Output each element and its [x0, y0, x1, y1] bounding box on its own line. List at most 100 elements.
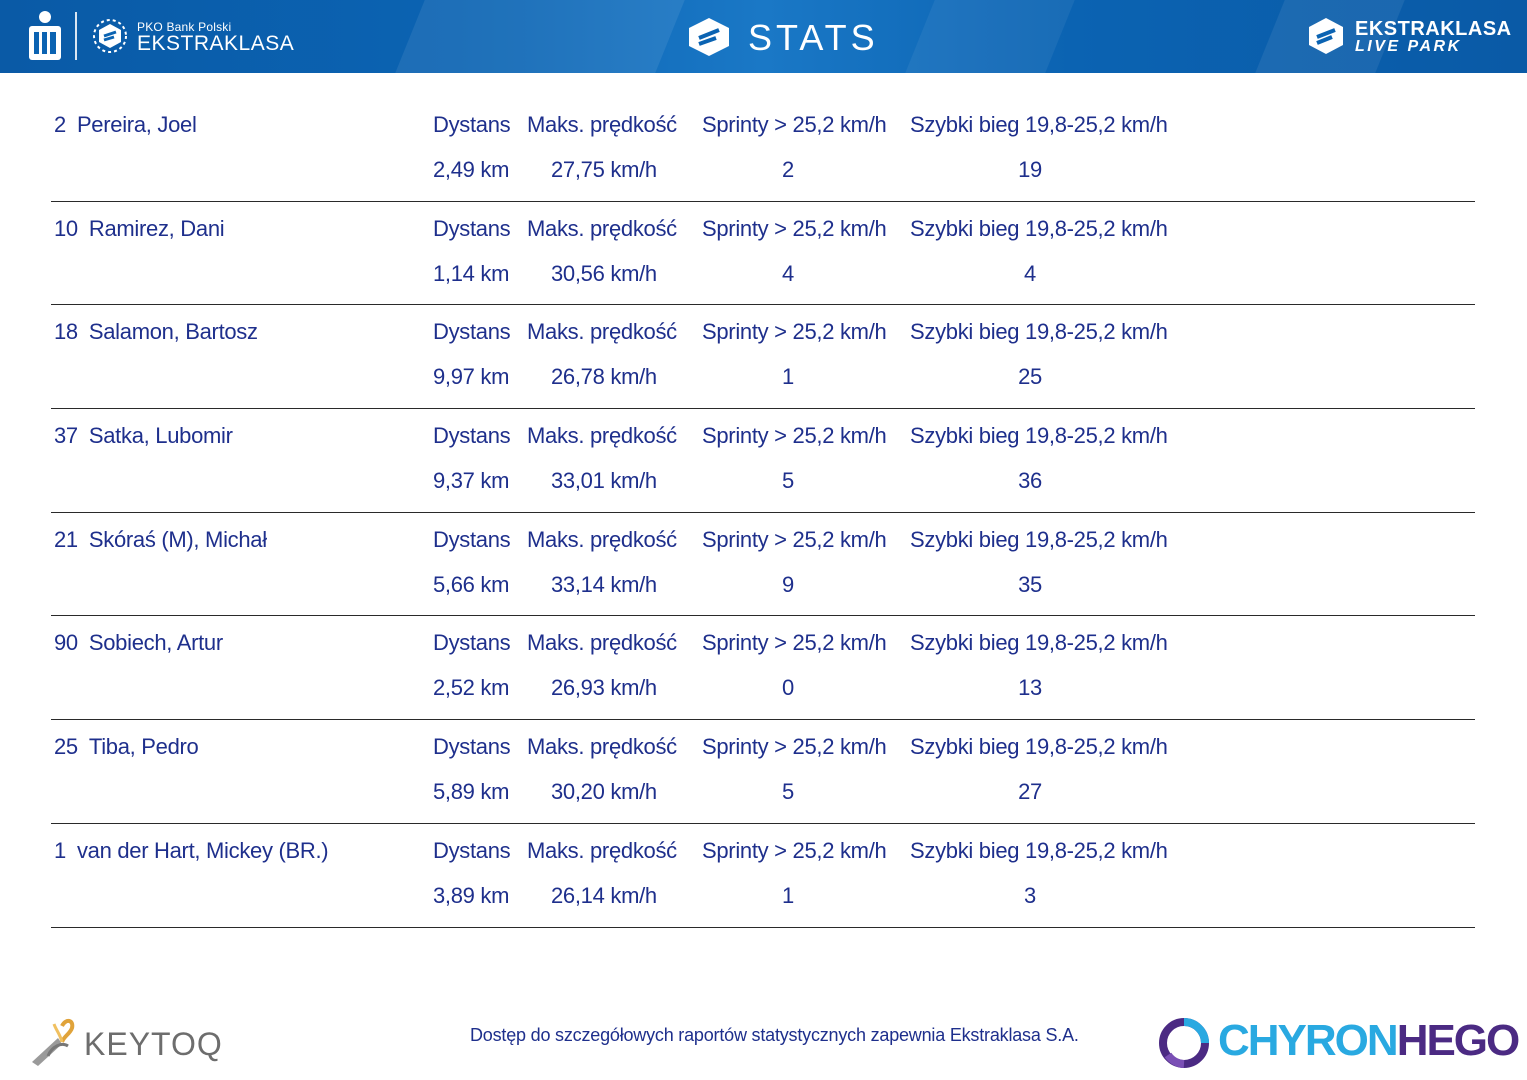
max-speed-value: 33,14 km/h [551, 571, 657, 597]
header-stripe [395, 0, 685, 73]
max-speed-label: Maks. prędkość [527, 734, 677, 760]
table-row: 21 Skóraś (M), Michał Dystans Maks. prędk… [51, 513, 1475, 617]
max-speed-value: 27,75 km/h [551, 157, 657, 182]
chyronhego-logo-icon [1159, 1018, 1209, 1068]
pko-bank-logo-icon [29, 11, 61, 60]
player-name: 10 Ramirez, Dani [54, 215, 225, 242]
distance-label: Dystans [433, 319, 511, 345]
player-number: 18 [54, 319, 78, 345]
footer-note: Dostęp do szczegółowych raportów statyst… [470, 1025, 1079, 1045]
max-speed-label: Maks. prędkość [527, 837, 677, 863]
player-name: 18 Salamon, Bartosz [54, 319, 258, 345]
sprints-value: 1 [782, 364, 794, 390]
player-label: Ramirez, Dani [88, 215, 225, 241]
pko-small-label: PKO Bank Polski [137, 20, 232, 34]
header-divider [75, 12, 77, 60]
player-label: Sobiech, Artur [88, 630, 223, 656]
max-speed-value: 30,56 km/h [551, 260, 657, 286]
sprints-label: Sprinty > 25,2 km/h [702, 734, 887, 760]
max-speed-label: Maks. prędkość [527, 630, 677, 656]
player-label: Satka, Lubomir [88, 423, 233, 449]
max-speed-label: Maks. prędkość [527, 215, 677, 241]
fast-runs-value: 27 [1018, 779, 1042, 805]
fast-runs-value: 3 [1024, 882, 1036, 908]
player-number: 25 [54, 734, 78, 760]
distance-value: 9,37 km [433, 468, 510, 494]
table-row: 37 Satka, Lubomir Dystans Maks. prędkość … [51, 409, 1475, 513]
table-row: 90 Sobiech, Artur Dystans Maks. prędkość … [51, 616, 1475, 721]
distance-value: 3,89 km [433, 882, 510, 908]
stats-logo-icon [689, 18, 729, 56]
table-row: 1 van der Hart, Mickey (BR.) Dystans Maks… [51, 824, 1475, 928]
player-number: 10 [54, 215, 78, 241]
distance-label: Dystans [433, 423, 511, 449]
hego-wordmark-part: HEGO [1396, 1016, 1521, 1065]
fast-runs-label: Szybki bieg 19,8-25,2 km/h [910, 112, 1168, 137]
header-bar: PKO Bank Polski EKSTRAKLASA STATS EKSTRA… [0, 0, 1527, 73]
distance-value: 1,14 km [433, 260, 510, 286]
sprints-label: Sprinty > 25,2 km/h [702, 526, 887, 552]
fast-runs-label: Szybki bieg 19,8-25,2 km/h [910, 319, 1168, 345]
distance-value: 9,97 km [433, 364, 510, 390]
live-park-logo-icon [1309, 18, 1343, 54]
sprints-label: Sprinty > 25,2 km/h [702, 215, 887, 241]
distance-label: Dystans [433, 112, 511, 137]
chyron-wordmark-part: CHYRON [1218, 1016, 1399, 1065]
sprints-value: 4 [782, 260, 794, 286]
fast-runs-label: Szybki bieg 19,8-25,2 km/h [910, 423, 1168, 449]
player-name: 37 Satka, Lubomir [54, 423, 233, 449]
player-number: 2 [54, 112, 66, 137]
header-stripe [905, 0, 1075, 73]
sprints-label: Sprinty > 25,2 km/h [702, 630, 887, 656]
distance-label: Dystans [433, 215, 511, 241]
sprints-value: 2 [782, 157, 794, 182]
table-row: 2 Pereira, Joel Dystans Maks. prędkość Sp… [51, 98, 1475, 202]
page-title: STATS [748, 17, 879, 58]
max-speed-value: 26,14 km/h [551, 882, 657, 908]
table-row: 10 Ramirez, Dani Dystans Maks. prędkość S… [51, 202, 1475, 306]
distance-value: 5,66 km [433, 571, 510, 597]
distance-value: 2,49 km [433, 157, 510, 182]
fast-runs-value: 35 [1018, 571, 1042, 597]
distance-label: Dystans [433, 734, 511, 760]
fast-runs-label: Szybki bieg 19,8-25,2 km/h [910, 734, 1168, 760]
fast-runs-value: 4 [1024, 260, 1036, 286]
fast-runs-label: Szybki bieg 19,8-25,2 km/h [910, 630, 1168, 656]
max-speed-value: 26,78 km/h [551, 364, 657, 390]
fast-runs-label: Szybki bieg 19,8-25,2 km/h [910, 837, 1168, 863]
player-stats-table: 2 Pereira, Joel Dystans Maks. prędkość Sp… [51, 98, 1475, 928]
max-speed-value: 30,20 km/h [551, 779, 657, 805]
player-number: 90 [54, 630, 78, 656]
sprints-value: 9 [782, 571, 794, 597]
fast-runs-value: 25 [1018, 364, 1042, 390]
player-label: Salamon, Bartosz [88, 319, 258, 345]
distance-label: Dystans [433, 526, 511, 552]
distance-value: 2,52 km [433, 675, 510, 701]
keytoq-logo-icon [32, 1019, 75, 1066]
player-label: Tiba, Pedro [88, 734, 199, 760]
player-number: 1 [54, 837, 66, 863]
sprints-label: Sprinty > 25,2 km/h [702, 423, 887, 449]
player-number: 37 [54, 423, 78, 449]
max-speed-label: Maks. prędkość [527, 319, 677, 345]
sprints-label: Sprinty > 25,2 km/h [702, 319, 887, 345]
max-speed-label: Maks. prędkość [527, 526, 677, 552]
sprints-label: Sprinty > 25,2 km/h [702, 837, 887, 863]
distance-label: Dystans [433, 837, 511, 863]
sprints-value: 1 [782, 882, 794, 908]
max-speed-label: Maks. prędkość [527, 423, 677, 449]
sprints-value: 0 [782, 675, 794, 701]
player-name: 21 Skóraś (M), Michał [54, 527, 267, 553]
player-label: Pereira, Joel [76, 112, 197, 137]
player-name: 90 Sobiech, Artur [54, 630, 223, 656]
player-label: Skóraś (M), Michał [88, 526, 267, 552]
ekstraklasa-label: EKSTRAKLASA [137, 32, 295, 55]
sprints-value: 5 [782, 779, 794, 805]
fast-runs-value: 13 [1018, 675, 1042, 701]
fast-runs-label: Szybki bieg 19,8-25,2 km/h [910, 526, 1168, 552]
max-speed-value: 33,01 km/h [551, 468, 657, 494]
fast-runs-label: Szybki bieg 19,8-25,2 km/h [910, 215, 1168, 241]
fast-runs-value: 19 [1018, 157, 1042, 182]
player-number: 21 [54, 526, 78, 552]
table-row: 25 Tiba, Pedro Dystans Maks. prędkość Spr… [51, 720, 1475, 824]
